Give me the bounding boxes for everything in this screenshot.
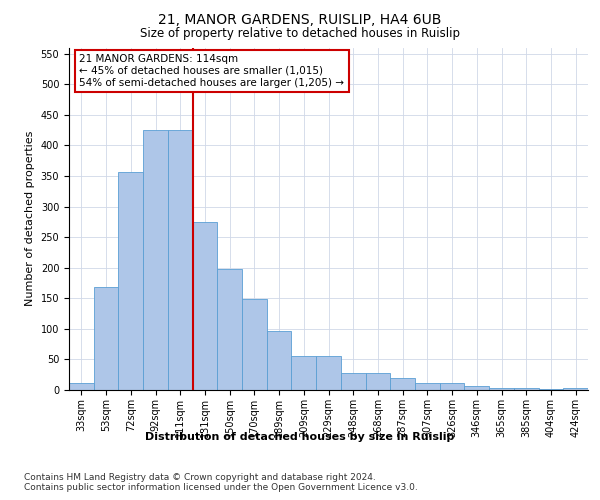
Y-axis label: Number of detached properties: Number of detached properties: [25, 131, 35, 306]
Bar: [415, 384, 440, 390]
Bar: [267, 332, 292, 390]
Bar: [94, 287, 118, 390]
Bar: [341, 374, 365, 390]
Bar: [69, 382, 94, 390]
Bar: [539, 389, 563, 390]
Bar: [489, 388, 514, 390]
Bar: [563, 388, 588, 390]
Bar: [242, 300, 267, 390]
Bar: [143, 130, 168, 390]
Bar: [316, 356, 341, 390]
Text: Distribution of detached houses by size in Ruislip: Distribution of detached houses by size …: [145, 432, 455, 442]
Bar: [168, 130, 193, 390]
Bar: [292, 356, 316, 390]
Text: 21, MANOR GARDENS, RUISLIP, HA4 6UB: 21, MANOR GARDENS, RUISLIP, HA4 6UB: [158, 12, 442, 26]
Bar: [118, 172, 143, 390]
Bar: [217, 269, 242, 390]
Text: Size of property relative to detached houses in Ruislip: Size of property relative to detached ho…: [140, 28, 460, 40]
Bar: [390, 378, 415, 390]
Bar: [193, 222, 217, 390]
Text: Contains HM Land Registry data © Crown copyright and database right 2024.
Contai: Contains HM Land Registry data © Crown c…: [24, 472, 418, 492]
Text: 21 MANOR GARDENS: 114sqm
← 45% of detached houses are smaller (1,015)
54% of sem: 21 MANOR GARDENS: 114sqm ← 45% of detach…: [79, 54, 344, 88]
Bar: [440, 384, 464, 390]
Bar: [464, 386, 489, 390]
Bar: [365, 374, 390, 390]
Bar: [514, 388, 539, 390]
